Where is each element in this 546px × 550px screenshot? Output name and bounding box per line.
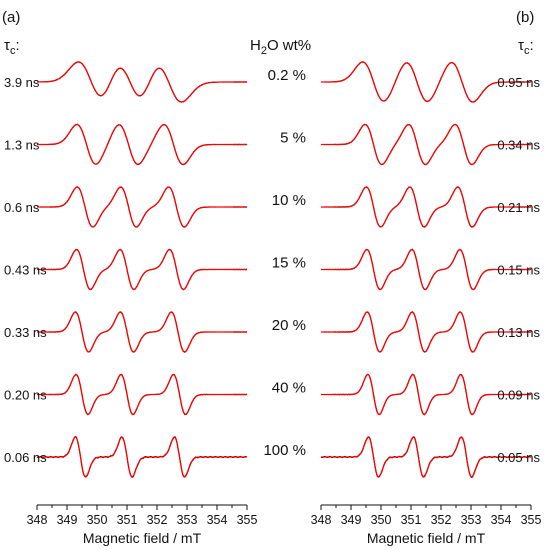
tau-c-label: 0.34 ns	[497, 138, 540, 153]
panel-a-tau-header: τc:	[4, 37, 20, 57]
tau-c-label: 0.95 ns	[497, 75, 540, 90]
water-content-label: 15 %	[272, 255, 306, 272]
panel-b: 0.95 ns 0.34 ns 0.21 ns 0.15 ns 0.13 ns 0.09 …	[311, 61, 542, 546]
x-tick-label: 348	[27, 513, 48, 527]
x-axis-title: Magnetic field / mT	[83, 530, 202, 546]
x-tick-label: 354	[207, 513, 228, 527]
panel-a: 3.9 ns 1.3 ns 0.6 ns 0.43 ns 0.33 ns 0.20 ns 0…	[4, 61, 258, 546]
x-tick-label: 350	[87, 513, 108, 527]
water-content-label: 10 %	[272, 192, 306, 209]
water-content-label: 0.2 %	[268, 67, 306, 84]
water-content-header: H2O wt%	[250, 37, 311, 57]
water-content-label: 5 %	[280, 130, 306, 147]
tau-c-label: 0.13 ns	[497, 325, 540, 340]
x-tick-label: 351	[117, 513, 138, 527]
tau-c-label: 0.6 ns	[4, 200, 40, 215]
x-tick-label: 353	[461, 513, 482, 527]
panel-b-tau-header: τc:	[518, 37, 534, 57]
tau-c-label: 0.21 ns	[497, 200, 540, 215]
x-tick-label: 355	[237, 513, 258, 527]
x-tick-label: 351	[401, 513, 422, 527]
tau-c-label: 1.3 ns	[4, 138, 40, 153]
simulated-spectrum	[37, 436, 247, 478]
simulated-spectrum	[321, 311, 531, 353]
simulated-spectrum	[321, 373, 531, 416]
simulated-spectrum	[37, 311, 247, 353]
tau-c-label: 0.09 ns	[497, 388, 540, 403]
x-axis-title: Magnetic field / mT	[367, 530, 486, 546]
x-tick-label: 349	[341, 513, 362, 527]
simulated-spectrum	[37, 248, 247, 291]
simulated-spectrum	[37, 373, 247, 416]
panel-a-letter: (a)	[2, 9, 20, 26]
water-content-label: 40 %	[272, 380, 306, 397]
tau-c-label: 0.20 ns	[4, 388, 47, 403]
x-tick-label: 352	[431, 513, 452, 527]
water-content-label: 20 %	[272, 317, 306, 334]
simulated-spectrum	[321, 248, 531, 291]
x-tick-label: 348	[311, 513, 332, 527]
water-content-labels: 0.2 % 5 % 10 % 15 % 20 % 40 % 100 %	[263, 67, 306, 459]
x-tick-label: 352	[147, 513, 168, 527]
x-tick-label: 354	[491, 513, 512, 527]
tau-c-label: 3.9 ns	[4, 75, 40, 90]
x-tick-label: 349	[57, 513, 78, 527]
simulated-spectrum	[37, 186, 247, 228]
simulated-spectrum	[321, 61, 531, 103]
simulated-spectrum	[321, 436, 531, 478]
x-tick-label: 355	[521, 513, 542, 527]
tau-c-label: 0.05 ns	[497, 450, 540, 465]
simulated-spectrum	[37, 61, 247, 103]
tau-c-label: 0.33 ns	[4, 325, 47, 340]
tau-c-label: 0.43 ns	[4, 263, 47, 278]
tau-c-label: 0.06 ns	[4, 450, 47, 465]
simulated-spectrum	[321, 186, 531, 228]
simulated-spectrum	[321, 123, 531, 166]
simulated-spectrum	[37, 123, 247, 166]
x-tick-label: 350	[371, 513, 392, 527]
water-content-label: 100 %	[263, 442, 306, 459]
tau-c-label: 0.15 ns	[497, 263, 540, 278]
panel-b-letter: (b)	[516, 9, 534, 26]
x-tick-label: 353	[177, 513, 198, 527]
